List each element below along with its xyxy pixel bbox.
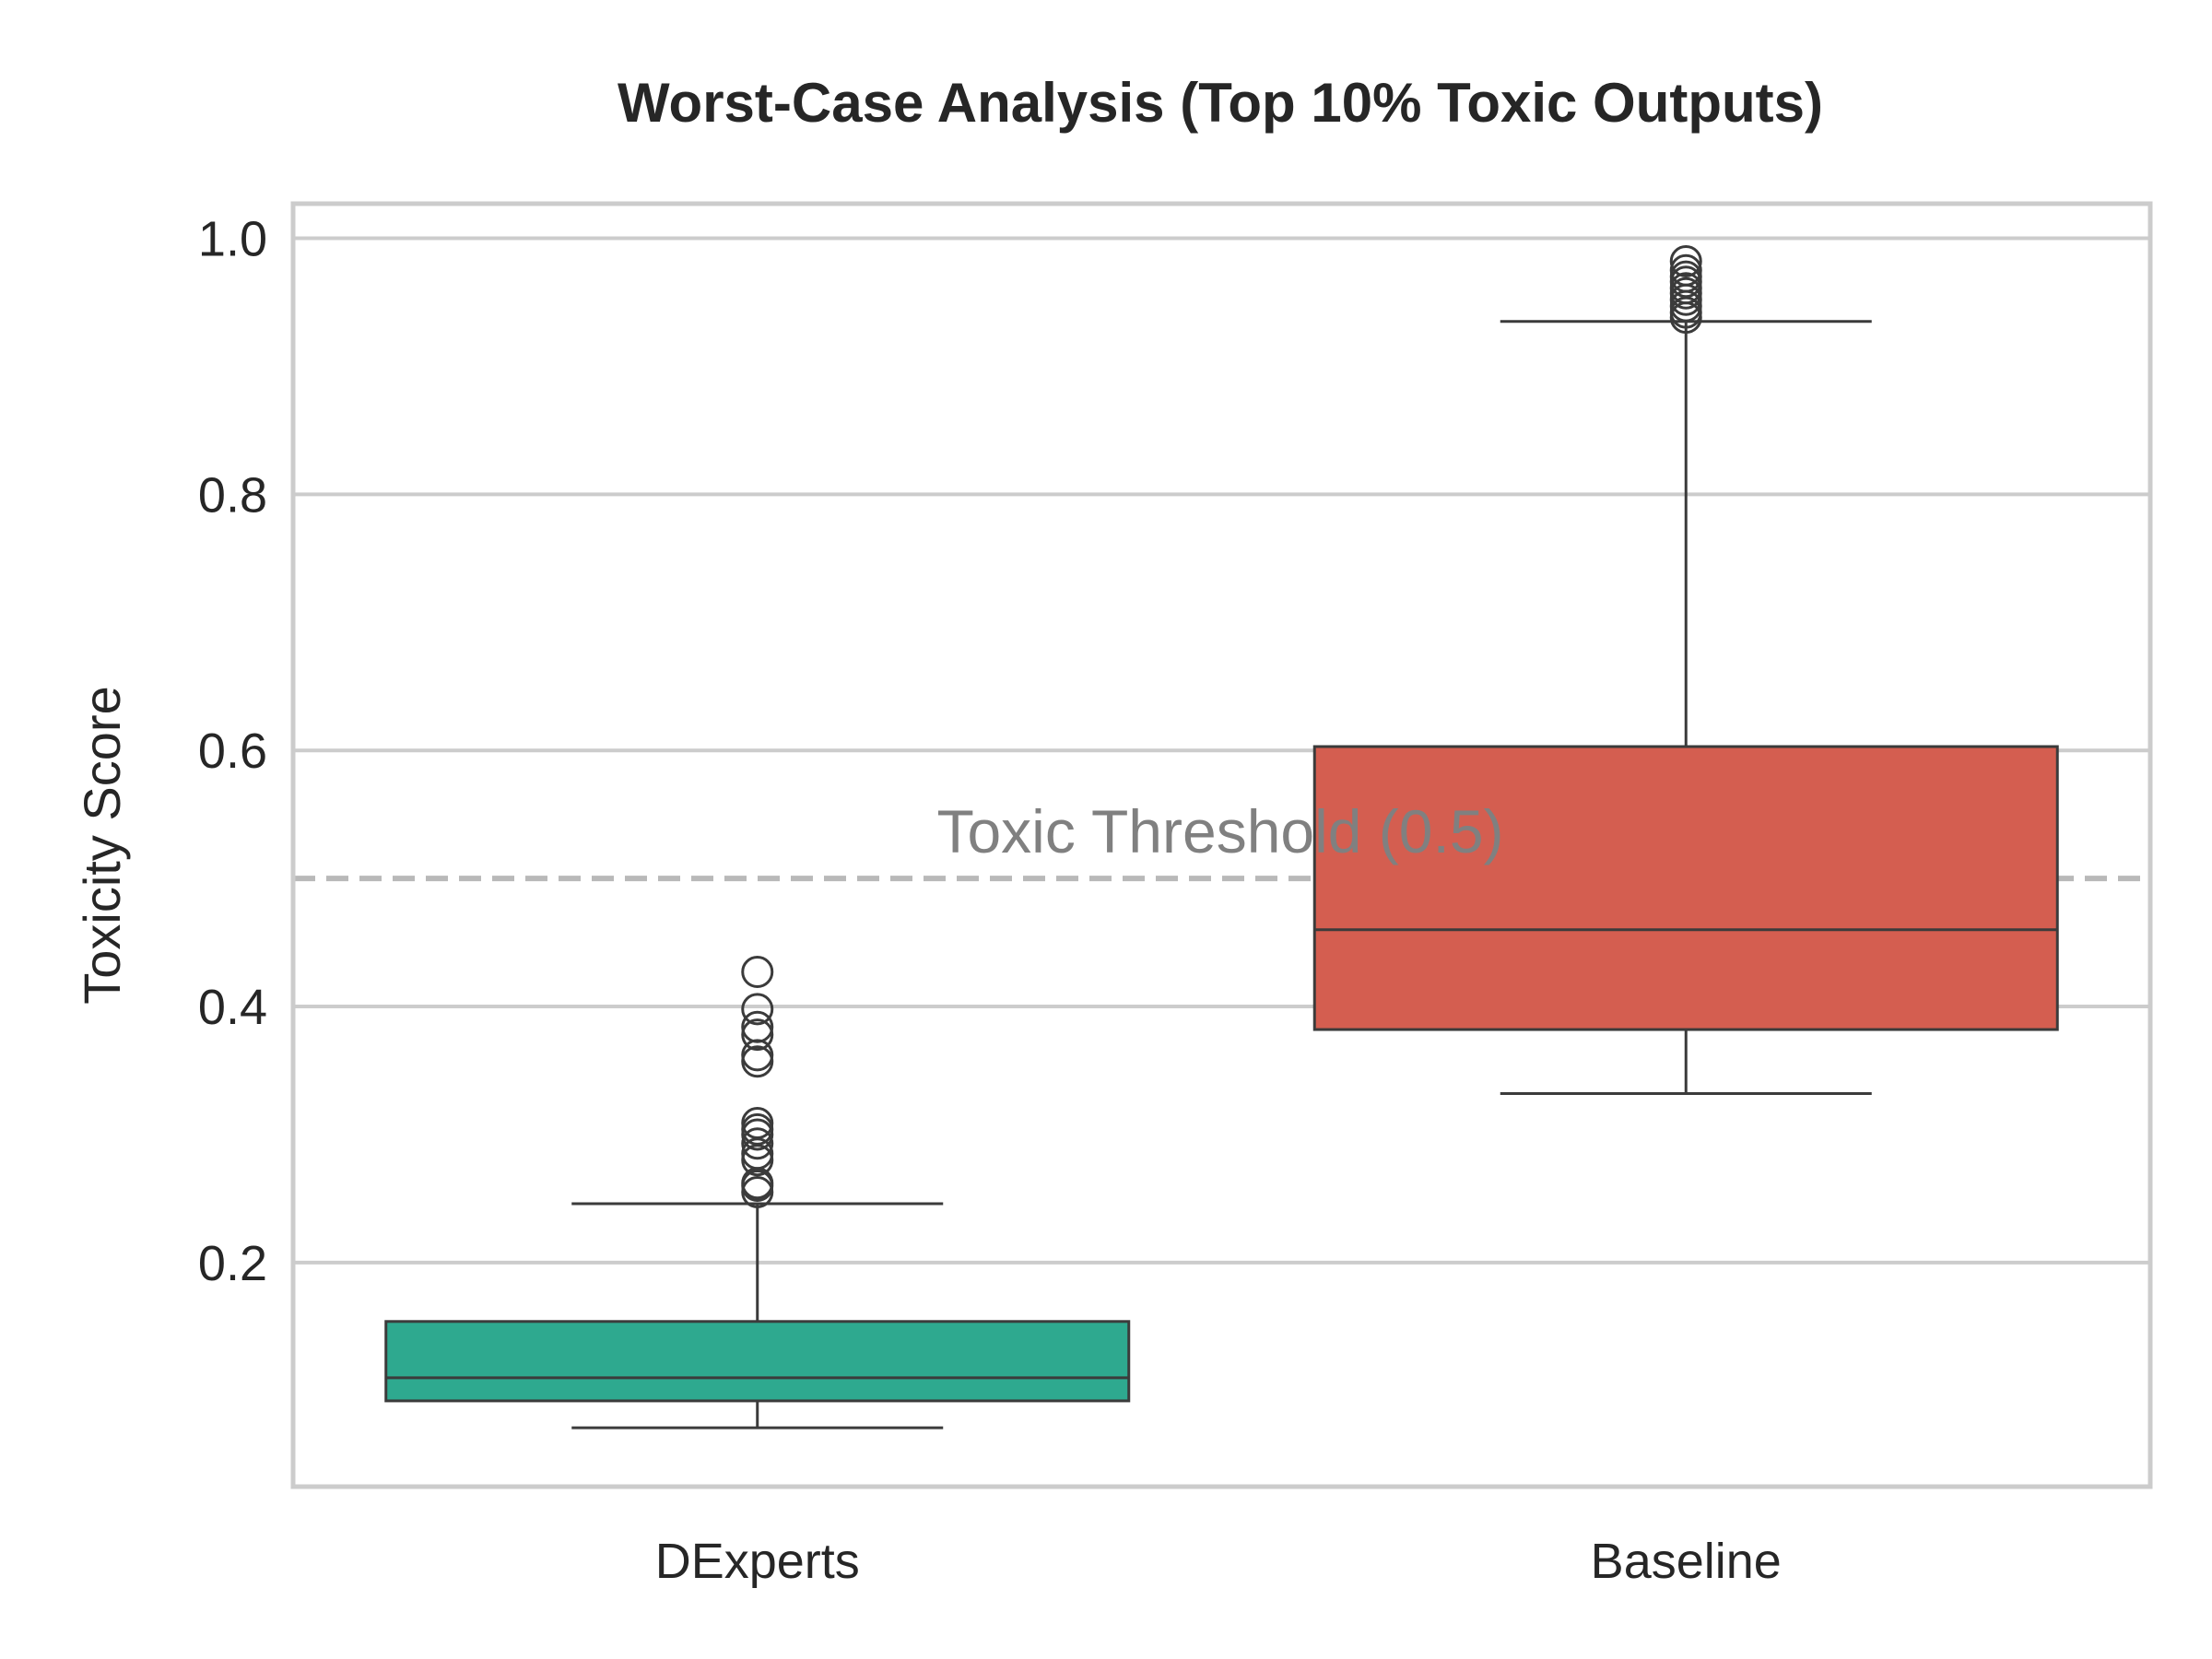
- outlier-point: [741, 993, 774, 1026]
- outlier-point: [741, 1127, 774, 1160]
- y-tick-label: 1.0: [198, 212, 267, 267]
- y-tick-label: 0.2: [198, 1236, 267, 1291]
- y-tick-labels: 0.2 0.4 0.6 0.8 1.0: [198, 212, 267, 1291]
- x-tick-label: DExperts: [655, 1534, 860, 1589]
- x-tick-label: Baseline: [1591, 1534, 1782, 1589]
- y-axis-label: Toxicity Score: [73, 686, 131, 1004]
- y-tick-label: 0.8: [198, 467, 267, 523]
- outlier-point: [1669, 245, 1702, 278]
- boxes: [384, 245, 2059, 1430]
- x-tick-labels: DExperts Baseline: [655, 1534, 1782, 1589]
- box: [384, 1320, 1131, 1403]
- outlier-point: [741, 1010, 774, 1043]
- outlier-point: [741, 1018, 774, 1052]
- threshold-label: Toxic Threshold (0.5): [936, 797, 1503, 865]
- chart-title: Worst-Case Analysis (Top 10% Toxic Outpu…: [618, 72, 1823, 134]
- outlier-point: [741, 956, 774, 989]
- outlier-point: [1669, 253, 1702, 287]
- outlier-point: [741, 1045, 774, 1078]
- box-group: [1312, 245, 2059, 1096]
- box-group: [384, 956, 1131, 1430]
- outlier-point: [741, 1106, 774, 1139]
- box: [1312, 745, 2059, 1031]
- y-tick-label: 0.4: [198, 980, 267, 1035]
- y-tick-label: 0.6: [198, 724, 267, 779]
- plot-frame: [290, 201, 2153, 1489]
